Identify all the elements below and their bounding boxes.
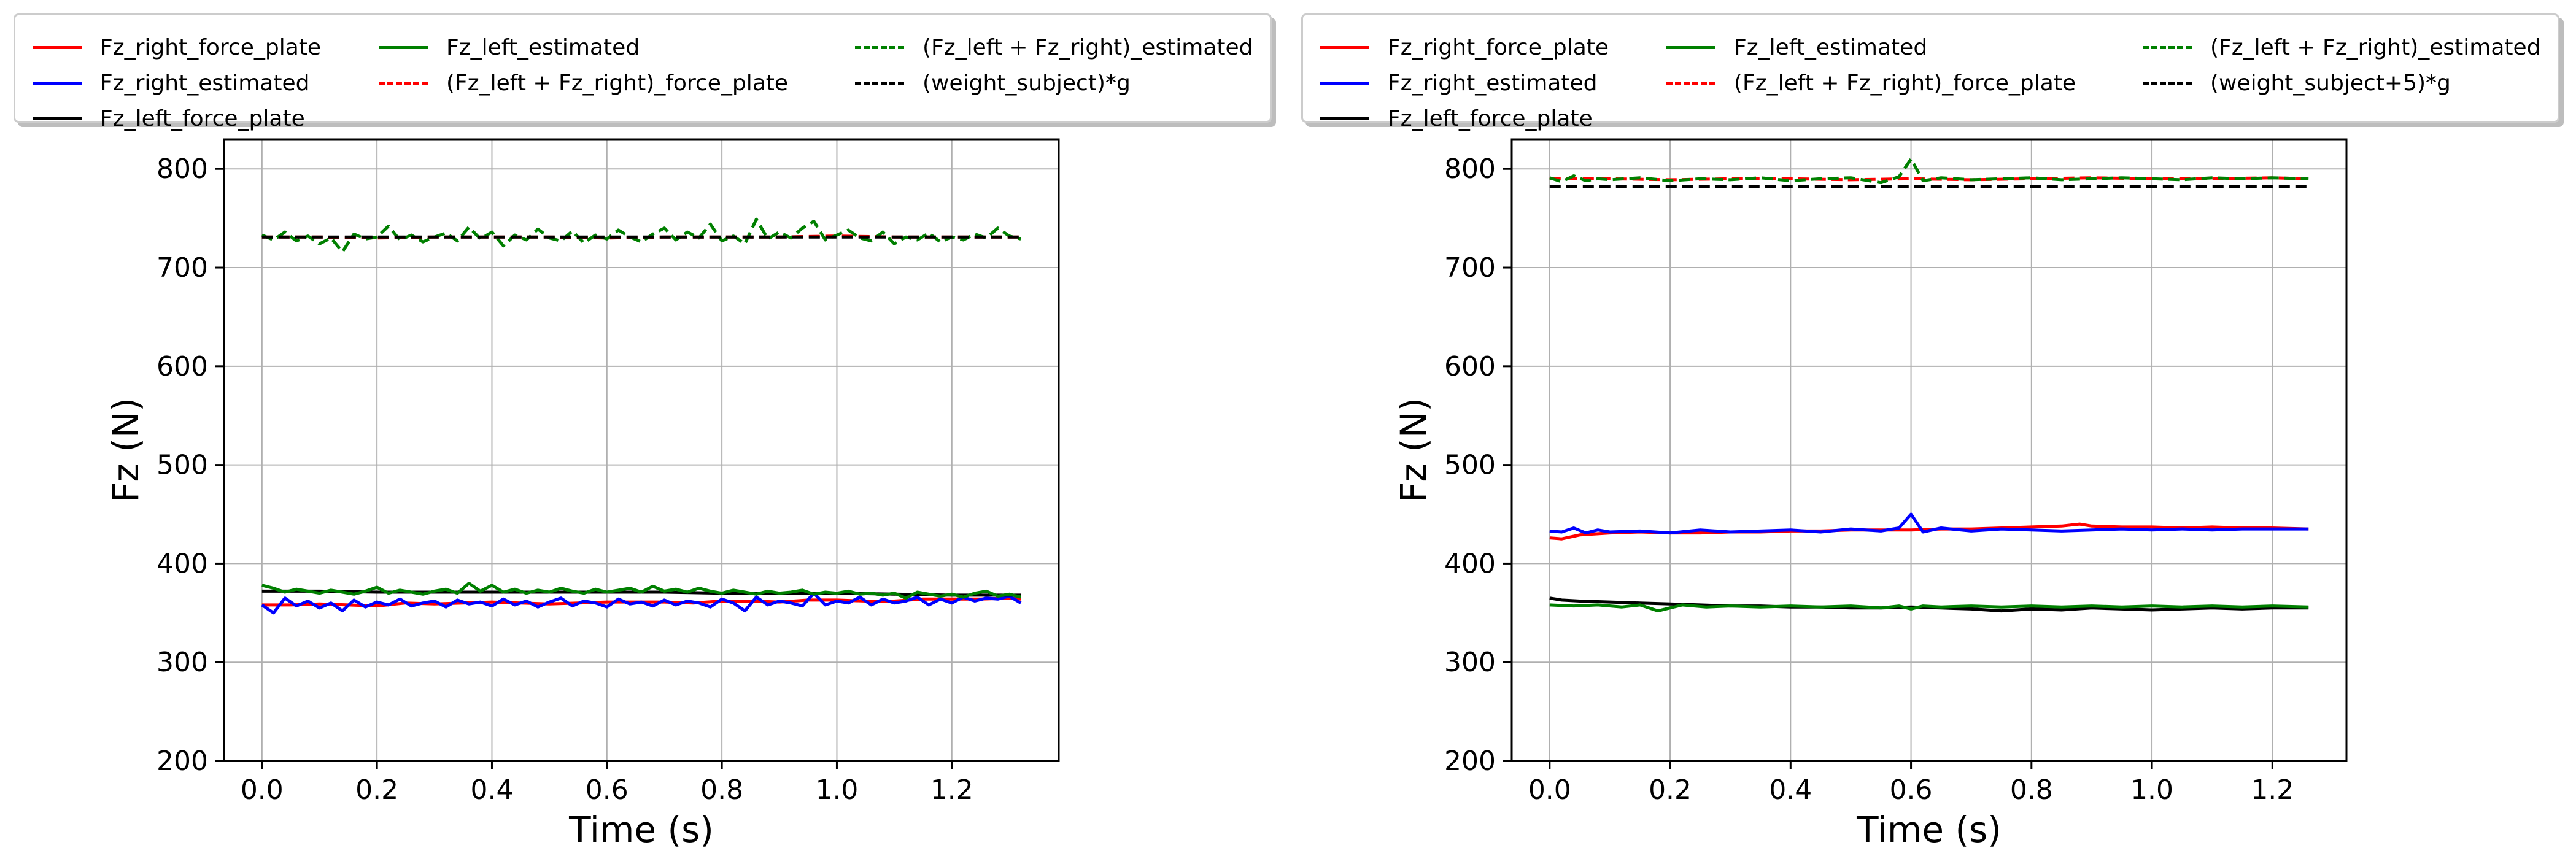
legend-label: (Fz_left + Fz_right)_estimated <box>2210 34 2541 60</box>
legend-swatch <box>1666 81 1715 85</box>
legend-swatch <box>33 81 82 85</box>
legend-swatch <box>855 81 904 85</box>
legend-swatch <box>2143 81 2192 85</box>
legend-label: Fz_left_force_plate <box>100 106 305 131</box>
y-tick-label: 400 <box>157 548 208 579</box>
legend-label: Fz_left_estimated <box>446 34 640 60</box>
x-tick-label: 0.8 <box>2010 774 2053 806</box>
series-line-fz-left-estimated <box>1549 603 2309 613</box>
left-chart: 0.0 0.2 0.4 0.6 0.8 1.0 1.2 200 300 400 500 600 700 8… <box>105 138 1060 850</box>
legend-item: (Fz_left + Fz_right)_estimated <box>2143 31 2541 63</box>
legend-label: (weight_subject)*g <box>922 70 1131 96</box>
legend-swatch <box>33 117 82 120</box>
y-tick-label: 800 <box>1444 153 1496 185</box>
plot-frame <box>1510 138 2348 762</box>
legend-swatch <box>379 45 428 49</box>
legend-item: Fz_right_estimated <box>33 67 309 99</box>
x-tick-label: 0.2 <box>355 774 398 806</box>
y-tick-label: 700 <box>157 252 208 284</box>
left-chart-panel: Fz_right_force_plate Fz_right_estimated Fz… <box>14 14 1272 850</box>
legend-label: (Fz_left + Fz_right)_estimated <box>922 34 1253 60</box>
x-tick-label: 1.0 <box>2130 774 2173 806</box>
series-line-fz-left-force-plate <box>1549 596 2309 613</box>
y-tick-label: 700 <box>1444 252 1496 284</box>
y-tick-label: 500 <box>157 450 208 481</box>
legend-item: Fz_right_force_plate <box>33 31 321 63</box>
y-axis-label: Fz (N) <box>105 398 147 503</box>
y-tick-label: 600 <box>1444 351 1496 382</box>
legend-label: (weight_subject+5)*g <box>2210 70 2451 96</box>
y-tick-label: 300 <box>157 647 208 678</box>
legend-swatch <box>1320 45 1369 49</box>
legend-item: Fz_left_estimated <box>379 31 640 63</box>
y-tick-label: 800 <box>157 153 208 185</box>
legend-label: Fz_right_force_plate <box>1388 34 1609 60</box>
legend-item: (weight_subject+5)*g <box>2143 67 2451 99</box>
legend-label: Fz_right_estimated <box>1388 70 1598 96</box>
series-line-fz-left-estimated <box>261 582 1021 600</box>
legend-swatch <box>33 45 82 49</box>
x-tick-label: 1.0 <box>815 774 858 806</box>
legend-label: Fz_left_estimated <box>1734 34 1928 60</box>
x-axis-label: Time (s) <box>1856 809 2002 850</box>
legend-label: (Fz_left + Fz_right)_force_plate <box>1734 70 2076 96</box>
legend-item: (Fz_left + Fz_right)_force_plate <box>1666 67 2076 99</box>
legend: Fz_right_force_plate Fz_right_estimated Fz… <box>14 14 1272 131</box>
series-line-fz-left-fz-right-estimated <box>261 217 1021 253</box>
y-tick-label: 200 <box>1444 746 1496 777</box>
legend-item: Fz_right_force_plate <box>1320 31 1609 63</box>
right-chart: 0.0 0.2 0.4 0.6 0.8 1.0 1.2 200 300 400 500 600 700 8… <box>1393 138 2348 850</box>
legend-item: Fz_right_estimated <box>1320 67 1597 99</box>
legend-item: Fz_left_force_plate <box>33 102 305 134</box>
right-chart-panel: Fz_right_force_plate Fz_right_estimated Fz… <box>1288 0 2575 864</box>
x-tick-label: 0.0 <box>1528 774 1571 806</box>
legend-label: Fz_right_force_plate <box>100 34 322 60</box>
legend: Fz_right_force_plate Fz_right_estimated Fz… <box>1301 14 2559 131</box>
y-axis-label: Fz (N) <box>1393 398 1434 503</box>
legend-swatch <box>379 81 428 85</box>
x-axis-label: Time (s) <box>568 809 714 850</box>
x-tick-label: 0.8 <box>700 774 743 806</box>
series-line-fz-left-fz-right-estimated <box>1549 157 2309 185</box>
legend-swatch <box>1320 117 1369 120</box>
legend-item: (Fz_left + Fz_right)_force_plate <box>379 67 788 99</box>
legend-item: Fz_left_estimated <box>1666 31 1927 63</box>
x-tick-label: 0.6 <box>1890 774 1933 806</box>
x-tick-label: 0.4 <box>1769 774 1812 806</box>
legend-swatch <box>1666 45 1715 49</box>
series-line-fz-right-estimated <box>1549 512 2309 535</box>
y-tick-label: 500 <box>1444 450 1496 481</box>
legend-swatch <box>2143 45 2192 49</box>
legend-item: (weight_subject)*g <box>855 67 1131 99</box>
legend-item: Fz_left_force_plate <box>1320 102 1593 134</box>
y-tick-label: 200 <box>157 746 208 777</box>
y-tick-label: 400 <box>1444 548 1496 579</box>
x-tick-label: 0.0 <box>241 774 284 806</box>
x-tick-label: 0.2 <box>1649 774 1692 806</box>
legend-label: (Fz_left + Fz_right)_force_plate <box>446 70 789 96</box>
legend-item: (Fz_left + Fz_right)_estimated <box>855 31 1253 63</box>
x-tick-label: 0.4 <box>470 774 513 806</box>
y-tick-label: 600 <box>157 351 208 382</box>
plot-frame <box>223 138 1060 762</box>
x-tick-label: 1.2 <box>2251 774 2294 806</box>
x-tick-label: 1.2 <box>930 774 973 806</box>
legend-label: Fz_right_estimated <box>100 70 310 96</box>
series-line-fz-right-estimated <box>261 592 1022 615</box>
x-tick-label: 0.6 <box>586 774 629 806</box>
legend-swatch <box>855 45 904 49</box>
y-tick-label: 300 <box>1444 647 1496 678</box>
legend-label: Fz_left_force_plate <box>1388 106 1593 131</box>
legend-swatch <box>1320 81 1369 85</box>
